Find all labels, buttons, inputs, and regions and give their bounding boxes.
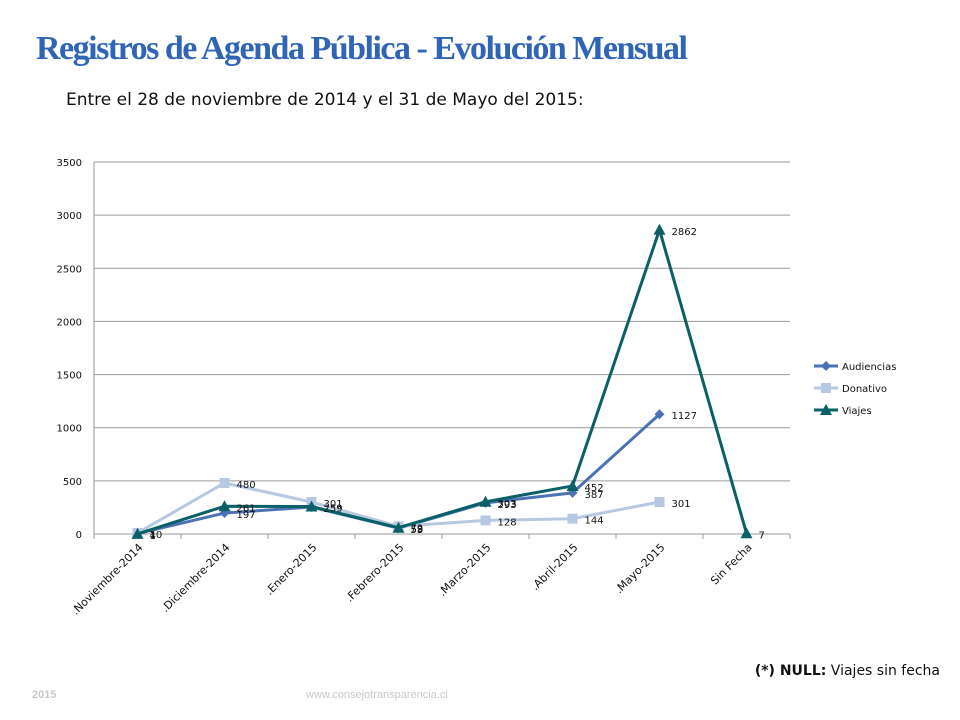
x-tick-label: .Enero-2015 xyxy=(263,541,320,598)
y-tick-label: 3000 xyxy=(57,211,82,222)
y-tick-label: 3500 xyxy=(57,158,82,169)
data-point-viajes xyxy=(305,500,318,512)
legend-item: Donativo xyxy=(814,383,887,395)
x-tick-label: .Abril-2015 xyxy=(529,541,581,593)
legend-marker xyxy=(820,404,832,415)
data-label-donativo: 480 xyxy=(237,480,256,491)
y-tick-label: 0 xyxy=(76,530,82,541)
data-label-donativo: 144 xyxy=(585,516,604,527)
data-point-donativo xyxy=(219,477,230,488)
data-label-audiencias: 1127 xyxy=(672,411,697,422)
legend-marker xyxy=(821,383,831,393)
x-tick-label: Sin Fecha xyxy=(708,541,755,588)
footer-year: 2015 xyxy=(32,689,57,701)
legend-marker xyxy=(821,361,831,371)
data-point-viajes xyxy=(479,495,492,507)
footer-url: www.consejotransparencia.cl xyxy=(306,689,448,701)
y-tick-label: 1500 xyxy=(57,371,82,382)
line-chart: 0 500 1000 1500 2000 2500 3000 3500 .Noviembre-2… xyxy=(57,158,897,618)
data-point-viajes xyxy=(392,521,405,533)
legend-item: Audiencias xyxy=(814,361,896,373)
data-label-viajes: 259 xyxy=(324,503,343,514)
data-label-audiencias: 387 xyxy=(585,490,604,501)
null-note: (*) NULL: Viajes sin fecha xyxy=(755,663,940,679)
x-tick-label: .Marzo-2015 xyxy=(436,541,494,599)
legend-label: Audiencias xyxy=(842,362,896,373)
null-note-label: (*) NULL: xyxy=(754,663,827,679)
y-tick-label: 2000 xyxy=(57,317,82,328)
data-label-audiencias: 4 xyxy=(150,531,156,542)
data-label-audiencias: 197 xyxy=(237,510,256,521)
legend-label: Viajes xyxy=(842,406,872,417)
data-label-viajes: 261 xyxy=(237,503,256,514)
y-tick-label: 500 xyxy=(63,477,82,488)
x-tick-label: .Febrero-2015 xyxy=(343,541,407,605)
data-label-donativo: 301 xyxy=(672,499,691,510)
data-label-audiencias: 293 xyxy=(498,500,517,511)
data-point-viajes xyxy=(131,527,144,539)
x-tick-label: .Diciembre-2014 xyxy=(159,541,233,615)
data-point-donativo xyxy=(567,513,578,524)
data-label-donativo: 128 xyxy=(498,517,517,528)
data-point-viajes xyxy=(218,500,231,512)
data-label-donativo: 301 xyxy=(324,499,343,510)
data-label-viajes: 452 xyxy=(585,483,604,494)
data-point-donativo xyxy=(654,497,665,508)
null-note-text: Viajes sin fecha xyxy=(826,663,940,679)
data-point-viajes xyxy=(740,527,753,539)
data-point-viajes xyxy=(653,223,666,235)
y-tick-label: 1000 xyxy=(57,424,82,435)
series-line-viajes xyxy=(137,228,748,536)
data-label-viajes: 59 xyxy=(411,525,424,536)
page-title: Registros de Agenda Pública - Evolución … xyxy=(36,30,688,67)
data-label-donativo: 10 xyxy=(150,530,163,541)
legend-label: Donativo xyxy=(842,384,887,395)
data-label-viajes: 7 xyxy=(759,530,765,541)
page-subtitle: Entre el 28 de noviembre de 2014 y el 31… xyxy=(66,90,584,110)
legend-item: Viajes xyxy=(814,404,872,417)
x-tick-label: .Noviembre-2014 xyxy=(69,541,146,618)
x-tick-label: .Mayo-2015 xyxy=(612,541,667,596)
data-label-audiencias: 55 xyxy=(411,525,424,536)
y-tick-label: 2500 xyxy=(57,264,82,275)
data-label-viajes: 303 xyxy=(498,499,517,510)
data-label-viajes: 1 xyxy=(150,531,156,542)
data-label-viajes: 2862 xyxy=(672,227,697,238)
data-point-viajes xyxy=(566,479,579,491)
data-point-audiencias xyxy=(654,409,665,420)
data-label-donativo: 72 xyxy=(411,523,424,534)
data-point-donativo xyxy=(480,515,491,526)
